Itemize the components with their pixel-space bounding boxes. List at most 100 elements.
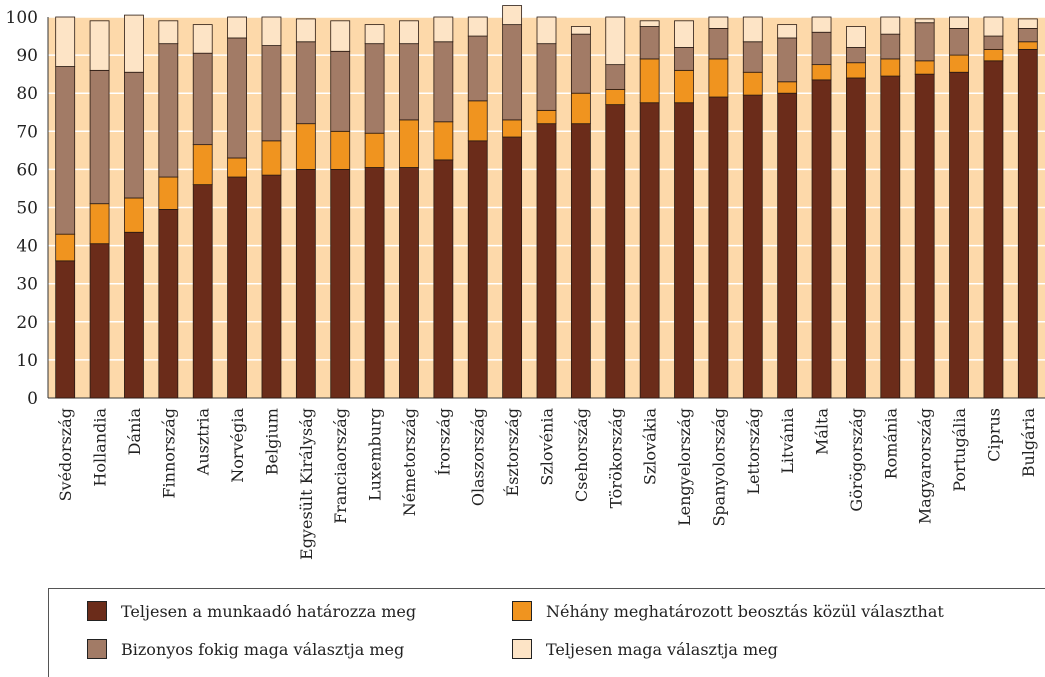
bar-segment-13-3	[502, 5, 523, 26]
y-tick-label-90: 90	[16, 46, 38, 66]
bar-segment-2-0	[124, 231, 144, 399]
bar-segment-15-1	[570, 92, 591, 125]
y-tick-label-80: 80	[16, 84, 38, 104]
bar-segment-9-0	[364, 167, 385, 399]
bar-segment-23-0	[846, 77, 866, 399]
bar-segment-3-3	[158, 20, 179, 45]
x-tick-label-13: Észtország	[502, 408, 522, 496]
bar-segment-15-0	[570, 123, 591, 399]
x-tick-label-17: Szlovákia	[641, 408, 660, 486]
bar-segment-20-3	[742, 16, 763, 43]
bar-segment-0-0	[55, 260, 76, 399]
legend: Teljesen a munkaadó határozza meg Néhány…	[48, 588, 1045, 677]
legend-swatch-employer	[87, 601, 107, 621]
bar-segment-25-3	[914, 18, 935, 24]
bar-segment-10-3	[399, 20, 419, 45]
bar-segment-21-0	[777, 92, 798, 399]
bar-segment-19-2	[708, 28, 729, 60]
bar-segment-12-1	[467, 100, 488, 142]
bar-segment-12-0	[467, 140, 488, 399]
bar-segment-16-2	[605, 64, 626, 90]
bar-segment-8-3	[330, 20, 351, 52]
bar-segment-1-0	[89, 243, 110, 399]
bar-segment-5-0	[227, 176, 247, 399]
bar-segment-19-1	[708, 58, 729, 98]
bar-segment-16-3	[605, 16, 626, 66]
x-tick-label-1: Hollandia	[91, 408, 110, 487]
bar-segment-6-1	[261, 140, 282, 176]
bar-segment-9-1	[364, 132, 385, 168]
bar-segment-13-2	[502, 24, 523, 121]
bar-segment-26-1	[949, 54, 969, 73]
bar-segment-7-2	[295, 41, 316, 125]
legend-swatch-partly-self	[87, 639, 107, 659]
bar-segment-10-0	[399, 167, 419, 399]
x-tick-label-12: Olaszország	[469, 408, 488, 506]
y-tick-label-100: 100	[6, 8, 38, 28]
bar-segment-11-2	[433, 41, 454, 123]
bar-segment-14-1	[536, 109, 557, 125]
x-tick-label-8: Franciaország	[331, 408, 350, 524]
bar-segment-8-0	[330, 168, 351, 399]
bar-segment-13-1	[502, 119, 523, 138]
bar-segment-22-0	[811, 79, 832, 399]
bar-segment-21-3	[777, 24, 798, 39]
bar-segment-28-2	[1017, 28, 1038, 43]
bar-segment-11-1	[433, 121, 454, 161]
bar-segment-3-0	[158, 209, 179, 399]
bar-segment-7-3	[295, 18, 316, 43]
x-tick-label-2: Dánia	[125, 408, 144, 456]
bar-segment-9-3	[364, 24, 385, 45]
bar-segment-16-0	[605, 104, 626, 399]
x-tick-label-27: Ciprus	[984, 408, 1003, 462]
bar-segment-6-3	[261, 16, 282, 46]
y-tick-label-70: 70	[16, 122, 38, 142]
bar-segment-2-1	[124, 197, 144, 233]
bar-segment-1-2	[89, 69, 110, 205]
x-tick-label-19: Spanyolország	[709, 408, 728, 527]
x-tick-label-6: Belgium	[262, 408, 281, 475]
y-tick-label-0: 0	[27, 389, 38, 409]
legend-label-employer: Teljesen a munkaadó határozza meg	[121, 601, 417, 621]
x-tick-label-3: Finnország	[159, 408, 178, 499]
bar-segment-17-3	[639, 20, 660, 27]
bar-segment-20-1	[742, 71, 763, 96]
bar-segment-24-0	[880, 75, 901, 399]
legend-swatch-fully-self	[512, 639, 532, 659]
y-tick-label-10: 10	[16, 351, 38, 371]
bar-segment-1-3	[89, 20, 110, 71]
bar-segment-3-2	[158, 43, 179, 178]
x-tick-label-20: Lettország	[744, 408, 763, 495]
bar-segment-25-0	[914, 73, 935, 399]
bar-segment-28-1	[1017, 41, 1038, 50]
bar-segment-6-0	[261, 174, 282, 399]
bar-segment-0-3	[55, 16, 76, 67]
bar-segment-7-1	[295, 123, 316, 170]
bar-segment-26-3	[949, 16, 969, 29]
legend-item-some-options: Néhány meghatározott beosztás közül vála…	[512, 601, 944, 621]
bar-segment-27-2	[983, 35, 1004, 50]
bar-segment-27-0	[983, 60, 1004, 399]
bar-segment-19-0	[708, 96, 729, 399]
legend-label-fully-self: Teljesen maga választja meg	[546, 639, 778, 659]
x-tick-label-7: Egyesült Királyság	[297, 408, 316, 560]
bar-segment-5-2	[227, 37, 247, 159]
bar-segment-0-1	[55, 233, 76, 262]
bar-segment-22-1	[811, 64, 832, 81]
x-tick-label-16: Törökország	[606, 408, 625, 508]
y-tick-label-20: 20	[16, 313, 38, 333]
bar-segment-26-2	[949, 28, 969, 56]
bar-segment-20-2	[742, 41, 763, 73]
bar-segment-14-2	[536, 43, 557, 111]
bar-segment-28-3	[1017, 18, 1038, 29]
bar-segment-4-1	[192, 144, 213, 186]
x-tick-label-4: Ausztria	[194, 408, 213, 477]
legend-label-partly-self: Bizonyos fokig maga választja meg	[121, 639, 405, 659]
bar-segment-23-1	[846, 62, 866, 79]
bar-segment-9-2	[364, 43, 385, 134]
bar-segment-25-1	[914, 60, 935, 75]
bar-segment-13-0	[502, 136, 523, 399]
x-tick-label-5: Norvégia	[228, 408, 247, 483]
bar-segment-17-0	[639, 102, 660, 399]
